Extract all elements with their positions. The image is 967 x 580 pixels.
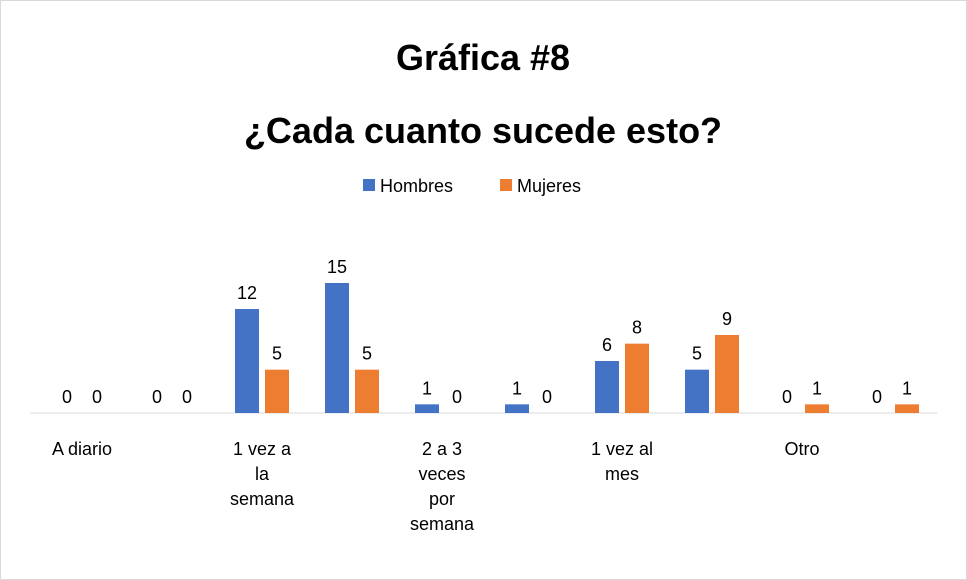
bar [325,283,349,413]
data-label: 0 [452,387,462,407]
data-label: 15 [327,257,347,277]
bar [595,361,619,413]
data-label: 8 [632,318,642,338]
data-label: 0 [62,387,72,407]
x-tick-label: 2 a 3 veces por semana [409,439,475,534]
bar [265,369,289,413]
data-label: 1 [422,378,432,398]
bar [805,404,829,413]
bar [355,369,379,413]
data-label: 0 [782,387,792,407]
bar [625,343,649,413]
x-tick-label: Otro [784,439,820,459]
data-label: 9 [722,309,732,329]
data-label: 5 [362,344,372,364]
bar [715,335,739,413]
legend-label: Hombres [380,176,453,196]
data-label: 1 [812,378,822,398]
data-label: 5 [692,344,702,364]
chart-title: Gráfica #8 [396,37,570,78]
bar [235,309,259,413]
x-tick-label: 1 vez a la semana [229,439,295,509]
x-tick-label: A diario [51,439,113,459]
data-label: 0 [542,387,552,407]
data-label: 6 [602,335,612,355]
legend-swatch [500,179,512,191]
x-tick-label: 1 vez al mes [590,439,654,484]
data-label: 12 [237,283,257,303]
legend-label: Mujeres [517,176,581,196]
data-label: 0 [872,387,882,407]
chart-title: ¿Cada cuanto sucede esto? [244,110,722,151]
data-label: 5 [272,344,282,364]
bar [685,369,709,413]
data-label: 0 [182,387,192,407]
data-label: 1 [512,378,522,398]
bar [505,404,529,413]
data-label: 1 [902,378,912,398]
data-label: 0 [92,387,102,407]
data-label: 0 [152,387,162,407]
bar [895,404,919,413]
legend-swatch [363,179,375,191]
bar [415,404,439,413]
